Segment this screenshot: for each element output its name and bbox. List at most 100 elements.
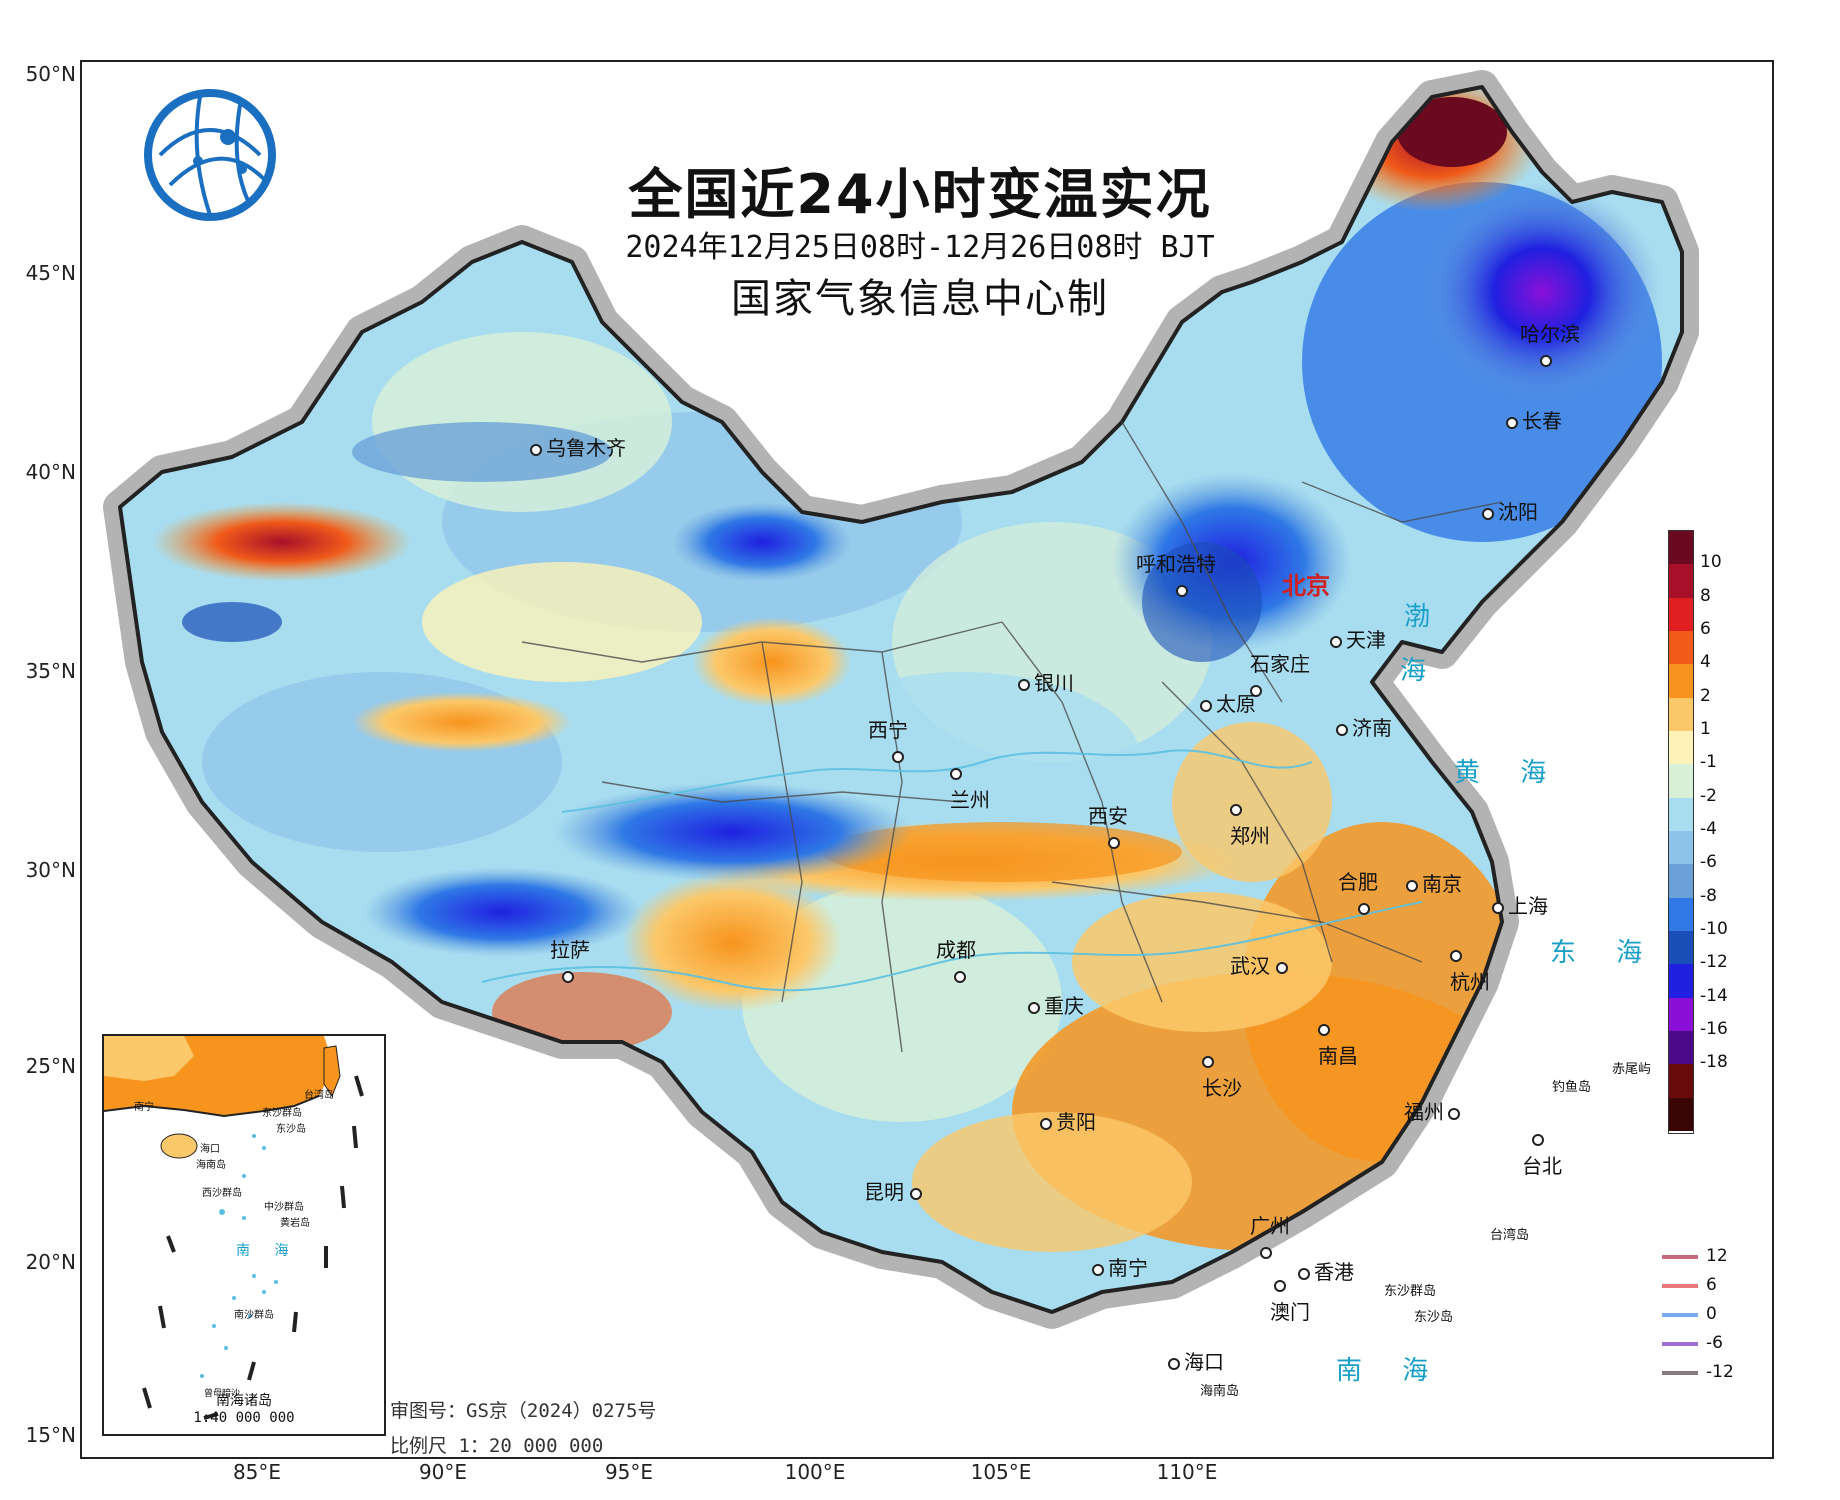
inset-map — [104, 1036, 364, 1420]
colorbar-tick-label: -12 — [1700, 952, 1728, 973]
colorbar-tick-label: 6 — [1700, 619, 1711, 639]
city-label: 香港 — [1298, 1256, 1354, 1285]
city-label: 长沙 — [1202, 1048, 1242, 1101]
colorbar-segment — [1669, 664, 1693, 699]
lon-label: 100°E — [784, 1460, 846, 1484]
city-label: 哈尔滨 — [1520, 318, 1580, 371]
lon-label: 90°E — [418, 1460, 468, 1484]
inset-label: 东沙群岛 — [262, 1108, 302, 1119]
city-label: 乌鲁木齐 — [530, 432, 626, 461]
colorbar-segment — [1669, 564, 1693, 599]
city-label: 西安 — [1088, 800, 1128, 853]
isotherm-legend-line — [1662, 1255, 1698, 1259]
colorbar-segment — [1669, 831, 1693, 865]
map-scale: 比例尺 1：20 000 000 — [390, 1435, 604, 1457]
colorbar-segment — [1669, 964, 1693, 999]
isotherm-legend-label: -6 — [1706, 1333, 1723, 1353]
colorbar-tick-label: -1 — [1700, 752, 1717, 773]
inset-label: 海口 — [200, 1144, 220, 1155]
colorbar-tick-label: 2 — [1700, 685, 1711, 706]
island-label: 海南岛 — [1200, 1384, 1240, 1399]
sea-label: 南 海 — [1336, 1356, 1445, 1386]
city-label: 澳门 — [1270, 1272, 1310, 1325]
isotherm-legend-line — [1662, 1342, 1698, 1346]
lat-label: 30°N — [25, 858, 76, 882]
colorbar-segment — [1669, 1031, 1693, 1065]
colorbar-tick-label: -16 — [1700, 1019, 1728, 1039]
inset-label: 海南岛 — [196, 1160, 226, 1171]
city-label: 天津 — [1330, 624, 1386, 653]
colorbar-segment — [1669, 997, 1693, 1032]
city-label: 西宁 — [868, 714, 908, 767]
city-label: 太原 — [1200, 688, 1256, 717]
city-label: 长春 — [1506, 405, 1562, 434]
map-canvas — [82, 62, 1772, 1457]
colorbar-tick-label: 8 — [1700, 585, 1711, 606]
isotherm-legend-label: 6 — [1706, 1275, 1717, 1295]
sea-label: 海 — [1400, 656, 1443, 686]
colorbar-segment — [1669, 731, 1693, 765]
inset-label: 中沙群岛 — [264, 1202, 304, 1213]
inset-scale: 1:40 000 000 — [193, 1410, 295, 1426]
sea-label: 东 海 — [1550, 938, 1659, 968]
city-label: 济南 — [1336, 712, 1392, 741]
city-label: 南昌 — [1318, 1016, 1358, 1069]
lat-label: 20°N — [25, 1250, 76, 1274]
lat-label: 15°N — [25, 1423, 76, 1447]
colorbar-tick-label: 4 — [1700, 652, 1711, 673]
map-frame — [80, 60, 1774, 1459]
colorbar-tick-label: -6 — [1700, 852, 1717, 873]
city-label: 呼和浩特 — [1136, 548, 1216, 601]
colorbar-tick-label: -8 — [1700, 885, 1717, 906]
inset-label: 西沙群岛 — [202, 1188, 242, 1199]
isotherm-legend-line — [1662, 1313, 1698, 1317]
map-subtitle: 2024年12月25日08时-12月26日08时 BJT — [625, 230, 1215, 265]
isotherm-legend-line — [1662, 1284, 1698, 1288]
colorbar-segment — [1669, 864, 1693, 899]
colorbar-tick-label: -10 — [1700, 919, 1728, 939]
city-label: 拉萨 — [550, 934, 590, 987]
city-label: 南京 — [1406, 868, 1462, 897]
sea-label: 黄 海 — [1454, 758, 1563, 788]
island-label: 台湾岛 — [1490, 1228, 1530, 1243]
island-label: 东沙群岛 — [1384, 1284, 1437, 1299]
island-label: 钓鱼岛 — [1552, 1080, 1592, 1095]
colorbar-tick-label: 10 — [1700, 552, 1722, 573]
city-label: 杭州 — [1450, 942, 1490, 995]
inset-label: 东沙岛 — [276, 1124, 306, 1135]
isotherm-legend-label: -12 — [1706, 1362, 1734, 1382]
colorbar — [1668, 530, 1694, 1134]
colorbar-tick-label: -4 — [1700, 819, 1717, 839]
city-label: 兰州 — [950, 760, 990, 813]
inset-label: 曾母暗沙 — [204, 1389, 241, 1399]
colorbar-segment — [1669, 797, 1693, 832]
island-label: 赤尾屿 — [1612, 1062, 1652, 1077]
city-label: 贵阳 — [1040, 1106, 1096, 1135]
lat-label: 25°N — [25, 1054, 76, 1078]
inset-label: 台湾岛 — [304, 1090, 334, 1101]
colorbar-tick-label: 1 — [1700, 719, 1711, 739]
city-label: 武汉 — [1230, 950, 1292, 979]
colorbar-tick-label: -14 — [1700, 985, 1728, 1006]
inset-label: 黄岩岛 — [280, 1218, 310, 1229]
city-label: 上海 — [1492, 890, 1548, 919]
lon-label: 105°E — [970, 1460, 1032, 1484]
map-title: 全国近24小时变温实况 — [628, 163, 1212, 226]
colorbar-segment — [1669, 1097, 1693, 1132]
inset-title: 南海诸岛 — [216, 1393, 272, 1409]
city-label: 海口 — [1168, 1346, 1224, 1375]
inset-label: 南宁 — [134, 1102, 154, 1113]
isotherm-legend-line — [1662, 1371, 1698, 1375]
colorbar-segment — [1669, 1064, 1693, 1099]
city-label: 福州 — [1404, 1096, 1464, 1125]
colorbar-segment — [1669, 531, 1693, 565]
colorbar-tick-label: -2 — [1700, 785, 1717, 806]
isotherm-legend-label: 12 — [1706, 1246, 1728, 1266]
lat-label: 35°N — [25, 659, 76, 683]
inset-label: 南 海 — [236, 1243, 299, 1259]
isotherm-legend-label: 0 — [1706, 1304, 1717, 1324]
city-label: 昆明 — [864, 1176, 926, 1205]
colorbar-segment — [1669, 597, 1693, 632]
city-label: 银川 — [1018, 667, 1074, 696]
